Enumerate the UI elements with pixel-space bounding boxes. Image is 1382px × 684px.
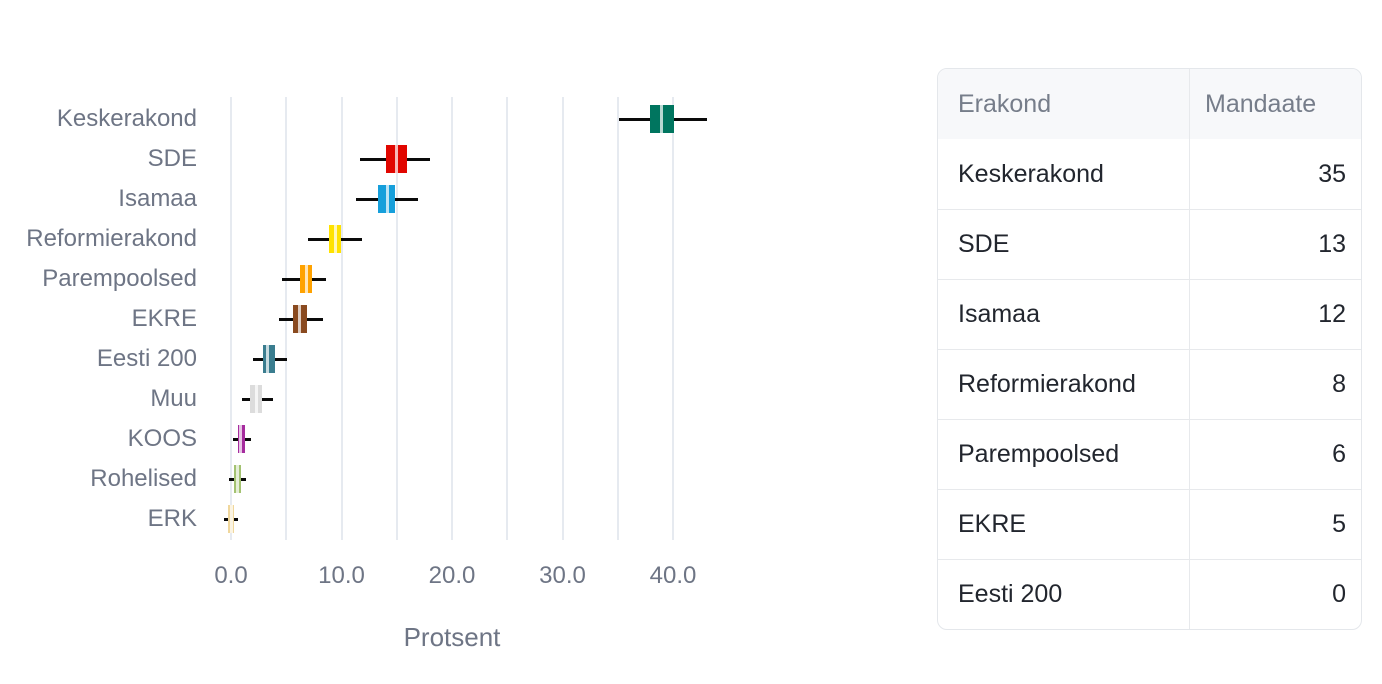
- x-axis-title: Protsent: [403, 622, 501, 652]
- table-cell-party: SDE: [958, 230, 1010, 258]
- grid-line: [395, 97, 398, 540]
- table-cell-mandates: 8: [1189, 350, 1361, 419]
- table-cell-mandates: 5: [1189, 490, 1361, 559]
- median-line: [386, 185, 390, 213]
- mandate-table: Erakond Mandaate Keskerakond 35 SDE 13 Isama…: [937, 68, 1362, 630]
- x-tick-label: 10.0: [318, 562, 365, 589]
- table-cell-party: EKRE: [958, 510, 1027, 538]
- boxplot-chart: Protsent Keskerakond SDE Isamaa Reformierak…: [26, 97, 708, 652]
- y-axis-label: Muu: [150, 385, 197, 412]
- grid-line: [451, 97, 453, 540]
- y-axis-label: Eesti 200: [96, 345, 197, 372]
- y-axis-label: Keskerakond: [56, 105, 197, 132]
- median-line: [298, 305, 301, 333]
- table-cell-party: Parempoolsed: [958, 440, 1120, 468]
- box-eesti-200: [263, 345, 276, 373]
- median-line: [304, 265, 308, 293]
- table-cell-mandates: 13: [1189, 210, 1361, 279]
- median-line: [265, 345, 269, 373]
- median-line: [334, 225, 338, 253]
- table-row: Keskerakond 35: [938, 139, 1361, 209]
- table-cell-party: Keskerakond: [958, 159, 1104, 188]
- table-row: EKRE 5: [938, 489, 1361, 559]
- median-line: [230, 505, 234, 533]
- median-line: [395, 145, 399, 173]
- median-line: [660, 105, 664, 133]
- table-row: Eesti 200 0: [938, 559, 1361, 629]
- y-axis-label: ERK: [147, 505, 197, 532]
- box-isamaa: [377, 185, 395, 213]
- table-row: SDE 13: [938, 209, 1361, 279]
- median-line: [254, 385, 258, 413]
- table-cell-party: Reformierakond: [958, 370, 1136, 398]
- y-axis-label: Isamaa: [118, 185, 197, 212]
- grid-line: [672, 97, 674, 540]
- table-row: Isamaa 12: [938, 279, 1361, 349]
- y-axis-label: Rohelised: [90, 465, 197, 492]
- grid-line: [561, 97, 564, 540]
- table-body: Keskerakond 35 SDE 13 Isamaa 12 Reformierakond…: [938, 139, 1361, 629]
- table-cell-mandates: 0: [1189, 560, 1361, 629]
- grid-line: [230, 97, 232, 540]
- median-line: [236, 465, 240, 493]
- grid-line: [506, 97, 509, 540]
- table-header-mandaate: Mandaate: [1189, 69, 1361, 139]
- table-cell-party: Eesti 200: [958, 580, 1063, 608]
- table-cell-mandates: 6: [1189, 420, 1361, 489]
- table-row: Parempoolsed 6: [938, 419, 1361, 489]
- table-row: Reformierakond 8: [938, 349, 1361, 419]
- grid-line: [616, 97, 619, 540]
- y-axis-label: Reformierakond: [26, 225, 197, 252]
- grid-line: [340, 97, 343, 540]
- y-axis-label: Parempoolsed: [42, 265, 197, 292]
- table-cell-party: Isamaa: [958, 300, 1040, 328]
- x-tick-label: 20.0: [428, 562, 476, 589]
- y-axis-label: SDE: [147, 145, 197, 172]
- table-header-row: Erakond Mandaate: [938, 69, 1361, 139]
- y-axis-label: EKRE: [131, 305, 197, 332]
- table-cell-mandates: 35: [1189, 139, 1361, 209]
- y-axis-label: KOOS: [127, 425, 197, 452]
- table-cell-mandates: 12: [1189, 280, 1361, 349]
- median-line: [239, 425, 243, 453]
- x-tick-label: 40.0: [649, 562, 697, 589]
- x-tick-label: 30.0: [539, 562, 586, 589]
- table-header-erakond: Erakond: [958, 89, 1052, 118]
- x-tick-label: 0.0: [214, 562, 248, 589]
